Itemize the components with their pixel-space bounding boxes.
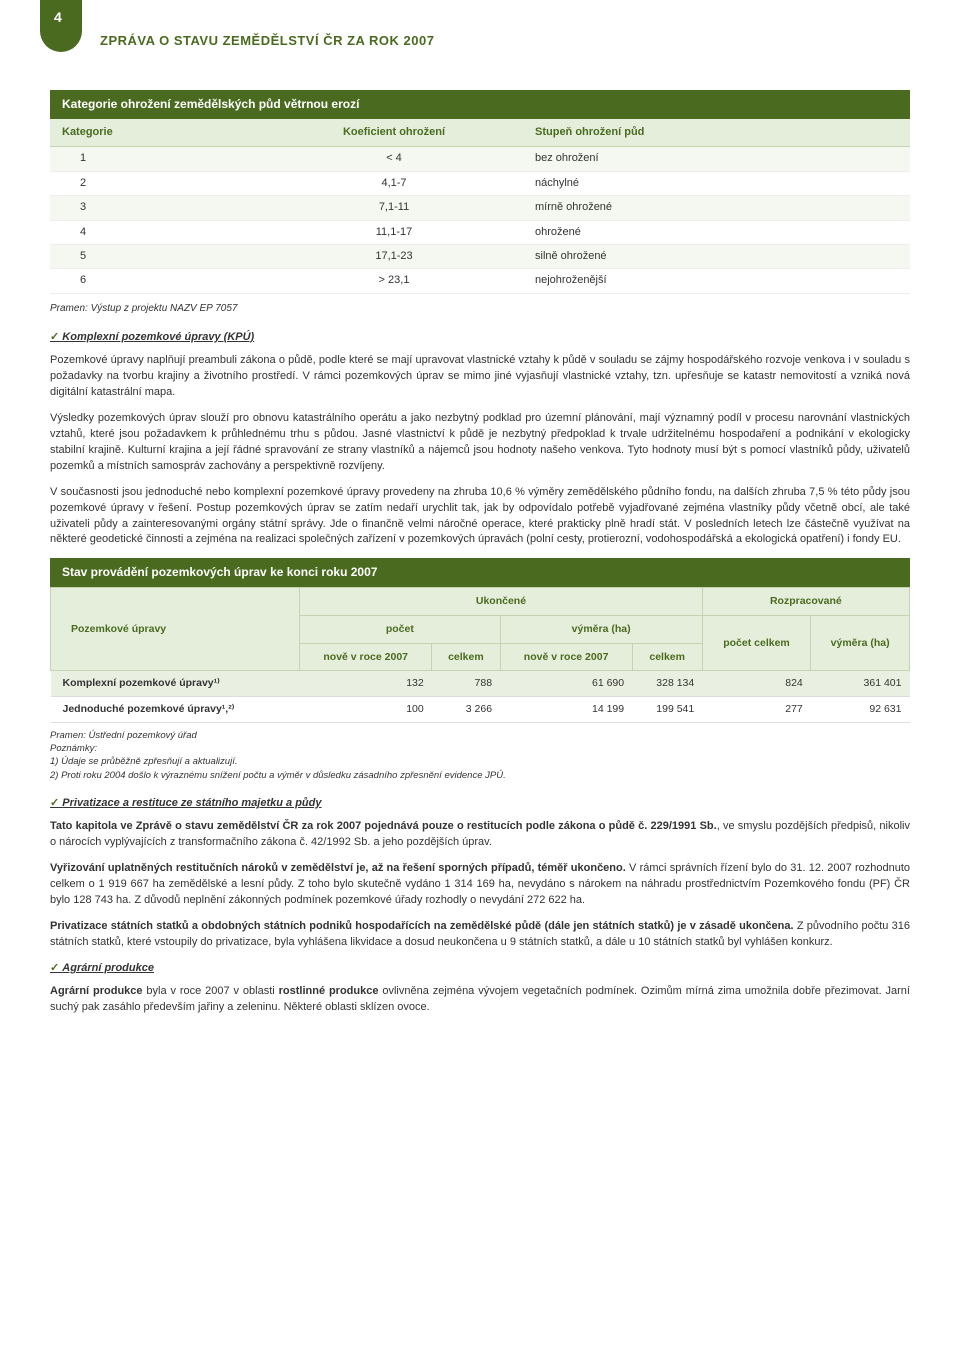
table-cell: 3 xyxy=(50,196,265,220)
kpu-p3: V současnosti jsou jednoduché nebo kompl… xyxy=(50,485,910,549)
table-row: 1< 4bez ohrožení xyxy=(50,147,910,171)
t2-vymera: výměra (ha) xyxy=(500,615,702,643)
table-cell: 5 xyxy=(50,244,265,268)
t2-celkem2: celkem xyxy=(632,643,702,671)
status-table: Pozemkové úpravy Ukončené Rozpracované p… xyxy=(50,587,910,722)
table-cell: 7,1-11 xyxy=(265,196,523,220)
table2-title: Stav provádění pozemkových úprav ke konc… xyxy=(50,558,910,587)
priv-p3: Privatizace státních statků a obdobných … xyxy=(50,919,910,951)
priv-p1a: Tato kapitola ve Zprávě o stavu zeměděls… xyxy=(50,820,717,832)
erosion-category-table: Kategorie Koeficient ohrožení Stupeň ohr… xyxy=(50,119,910,294)
note-2: 1) Údaje se průběžně zpřesňují a aktuali… xyxy=(50,755,910,768)
priv-p1: Tato kapitola ve Zprávě o stavu zeměděls… xyxy=(50,819,910,851)
agr-p1b: byla v roce 2007 v oblasti xyxy=(143,985,279,997)
table-row: 37,1-11mírně ohrožené xyxy=(50,196,910,220)
agr-p1a: Agrární produkce xyxy=(50,985,143,997)
agr-p1c: rostlinné produkce xyxy=(279,985,379,997)
note-1: Poznámky: xyxy=(50,742,910,755)
table-cell: 824 xyxy=(702,671,811,697)
table-cell: náchylné xyxy=(523,171,910,195)
table-cell: silně ohrožené xyxy=(523,244,910,268)
table-cell: 4 xyxy=(50,220,265,244)
table-cell: 61 690 xyxy=(500,671,632,697)
page-number: 4 xyxy=(54,8,62,28)
table-cell: nejohroženější xyxy=(523,269,910,293)
table-cell: 100 xyxy=(300,696,432,722)
t2-celkem1: celkem xyxy=(432,643,500,671)
table2-notes: Pramen: Ústřední pozemkový úřad Poznámky… xyxy=(50,729,910,782)
table-cell: < 4 xyxy=(265,147,523,171)
table-row: 6> 23,1nejohroženější xyxy=(50,269,910,293)
priv-p3a: Privatizace státních statků a obdobných … xyxy=(50,920,794,932)
table-cell: 788 xyxy=(432,671,500,697)
note-3: 2) Proti roku 2004 došlo k výraznému sní… xyxy=(50,769,910,782)
t2-nove2: nově v roce 2007 xyxy=(500,643,632,671)
priv-p2: Vyřizování uplatněných restitučních náro… xyxy=(50,861,910,909)
report-title: ZPRÁVA O STAVU ZEMĚDĚLSTVÍ ČR ZA ROK 200… xyxy=(100,32,910,50)
table-cell: 92 631 xyxy=(811,696,910,722)
kpu-p1: Pozemkové úpravy naplňují preambuli záko… xyxy=(50,353,910,401)
t2-pocet-celkem: počet celkem xyxy=(702,615,811,670)
t2-pocet: počet xyxy=(300,615,500,643)
table-row: Komplexní pozemkové úpravy¹⁾13278861 690… xyxy=(51,671,910,697)
table-cell: > 23,1 xyxy=(265,269,523,293)
table-cell: bez ohrožení xyxy=(523,147,910,171)
table1-h2: Stupeň ohrožení půd xyxy=(523,119,910,147)
table-cell: 17,1-23 xyxy=(265,244,523,268)
table-cell: 1 xyxy=(50,147,265,171)
priv-heading: Privatizace a restituce ze státního maje… xyxy=(50,796,910,811)
t2-rowlabel: Pozemkové úpravy xyxy=(51,588,300,671)
table-row: 24,1-7náchylné xyxy=(50,171,910,195)
kpu-heading: Komplexní pozemkové úpravy (KPÚ) xyxy=(50,330,910,345)
table-cell: 132 xyxy=(300,671,432,697)
t2-rozpracovane: Rozpracované xyxy=(702,588,909,616)
table-cell: 277 xyxy=(702,696,811,722)
t2-nove1: nově v roce 2007 xyxy=(300,643,432,671)
table-cell: 6 xyxy=(50,269,265,293)
table1-title: Kategorie ohrožení zemědělských půd větr… xyxy=(50,90,910,119)
t2-ukoncene: Ukončené xyxy=(300,588,703,616)
table1-source: Pramen: Výstup z projektu NAZV EP 7057 xyxy=(50,302,910,316)
table-cell: 328 134 xyxy=(632,671,702,697)
t2-vymera2: výměra (ha) xyxy=(811,615,910,670)
table-cell: mírně ohrožené xyxy=(523,196,910,220)
row-label: Komplexní pozemkové úpravy¹⁾ xyxy=(51,671,300,697)
table-cell: 3 266 xyxy=(432,696,500,722)
note-0: Pramen: Ústřední pozemkový úřad xyxy=(50,729,910,742)
table-cell: 361 401 xyxy=(811,671,910,697)
table-cell: 11,1-17 xyxy=(265,220,523,244)
table1-h1: Koeficient ohrožení xyxy=(265,119,523,147)
table-cell: ohrožené xyxy=(523,220,910,244)
table1-h0: Kategorie xyxy=(50,119,265,147)
table-cell: 199 541 xyxy=(632,696,702,722)
table-cell: 14 199 xyxy=(500,696,632,722)
table-row: Jednoduché pozemkové úpravy¹,²⁾1003 2661… xyxy=(51,696,910,722)
agr-p1: Agrární produkce byla v roce 2007 v obla… xyxy=(50,984,910,1016)
table-cell: 4,1-7 xyxy=(265,171,523,195)
kpu-p2: Výsledky pozemkových úprav slouží pro ob… xyxy=(50,411,910,475)
row-label: Jednoduché pozemkové úpravy¹,²⁾ xyxy=(51,696,300,722)
agr-heading: Agrární produkce xyxy=(50,961,910,976)
table-cell: 2 xyxy=(50,171,265,195)
table-row: 517,1-23silně ohrožené xyxy=(50,244,910,268)
priv-p2a: Vyřizování uplatněných restitučních náro… xyxy=(50,862,626,874)
page-tab: 4 xyxy=(40,0,82,52)
table-row: 411,1-17ohrožené xyxy=(50,220,910,244)
